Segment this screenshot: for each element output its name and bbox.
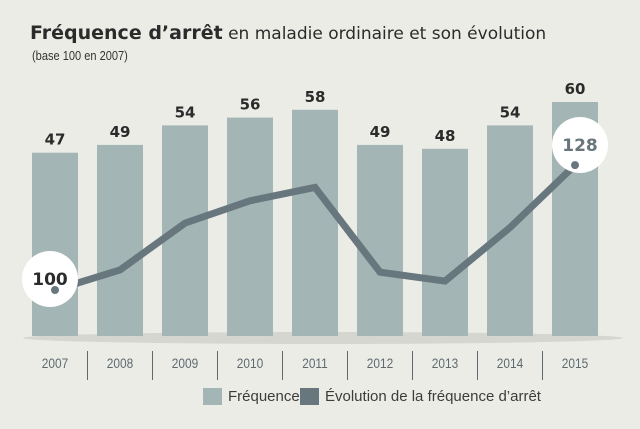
bar-2013 xyxy=(422,148,468,336)
line-point-label: 128 xyxy=(562,136,598,156)
line-point xyxy=(51,286,59,294)
chart-title: Fréquence d’arrêt en maladie ordinaire e… xyxy=(30,22,546,44)
bar-value-label: 48 xyxy=(435,127,456,145)
bar-value-label: 58 xyxy=(305,88,326,106)
x-tick-label: 2012 xyxy=(367,355,393,371)
legend-swatch xyxy=(300,388,319,405)
x-tick-label: 2009 xyxy=(172,355,198,371)
chart-subtitle: (base 100 en 2007) xyxy=(32,48,128,63)
x-tick-label: 2008 xyxy=(107,355,133,371)
legend-label: Évolution de la fréquence d’arrêt xyxy=(325,388,541,405)
bar-value-label: 56 xyxy=(240,96,261,114)
x-tick-label: 2014 xyxy=(497,355,523,371)
evolution-line xyxy=(53,162,578,294)
bar-value-label: 54 xyxy=(175,103,196,121)
legend-label: Fréquence xyxy=(228,388,300,405)
bar-2012 xyxy=(357,144,403,336)
bar-2007 xyxy=(32,152,78,336)
line-point xyxy=(571,161,579,170)
line-point-label: 100 xyxy=(32,270,68,290)
point-label-bubble xyxy=(22,251,78,307)
bar-value-label: 49 xyxy=(370,123,391,141)
x-tick-label: 2010 xyxy=(237,355,263,371)
point-label-bubble xyxy=(552,117,608,173)
bar-2008 xyxy=(97,144,143,336)
bar-2011 xyxy=(292,109,338,336)
bar-value-label: 47 xyxy=(45,131,66,149)
x-tick-label: 2015 xyxy=(562,355,588,371)
bar-2010 xyxy=(227,117,273,336)
x-tick-label: 2007 xyxy=(42,355,68,371)
title-bold: Fréquence d’arrêt xyxy=(30,22,223,44)
legend-item-frequence: Fréquence xyxy=(203,388,300,405)
legend-item-evolution: Évolution de la fréquence d’arrêt xyxy=(300,388,541,405)
title-rest: en maladie ordinaire et son évolution xyxy=(222,24,547,44)
legend-swatch xyxy=(203,388,222,405)
x-tick-label: 2011 xyxy=(302,355,328,371)
bar-value-label: 54 xyxy=(500,103,521,121)
bar-value-label: 49 xyxy=(110,123,131,141)
x-tick-label: 2013 xyxy=(432,355,458,371)
bar-value-label: 60 xyxy=(565,80,586,98)
